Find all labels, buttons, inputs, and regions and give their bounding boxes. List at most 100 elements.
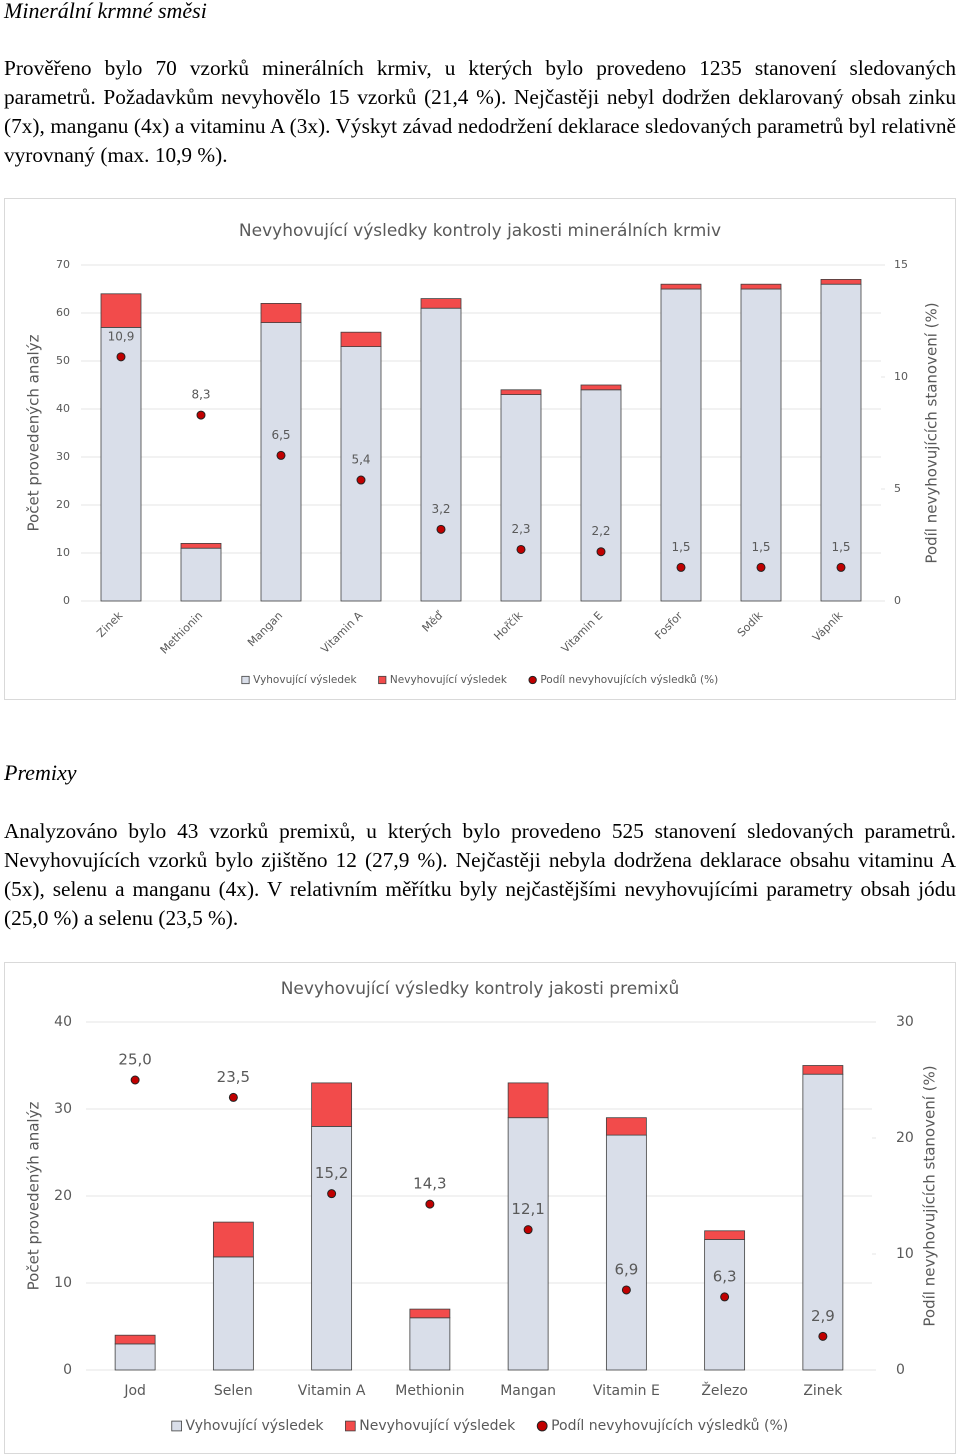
bar-segment <box>580 389 622 602</box>
bar-segment <box>114 1343 156 1371</box>
legend-swatch <box>528 675 537 685</box>
legend-swatch <box>536 1420 548 1432</box>
x-tick-label: Mangan <box>500 1383 556 1399</box>
bar-segment <box>740 288 782 602</box>
legend-label: Nevyhovující výsledek <box>390 674 508 686</box>
x-tick-label: Methionin <box>395 1383 464 1399</box>
y2-tick-label: 10 <box>896 1246 914 1262</box>
y-tick-label: 40 <box>54 1014 72 1030</box>
data-label: 6,9 <box>614 1260 638 1278</box>
bar-segment <box>820 283 862 602</box>
bar-segment <box>311 1125 353 1371</box>
y2-tick-label: 0 <box>894 594 901 607</box>
data-label: 10,9 <box>108 329 135 343</box>
chart-title: Nevyhovující výsledky kontroly jakosti p… <box>281 979 680 999</box>
y-tick-label: 20 <box>56 498 70 511</box>
data-point <box>720 1292 730 1302</box>
bar-segment <box>409 1308 451 1319</box>
bar-segment <box>660 288 702 602</box>
y-tick-label: 60 <box>56 306 70 319</box>
y2-axis-title: Podíl nevyhovujících stanovení (%) <box>921 1065 939 1326</box>
data-label: 1,5 <box>751 540 770 554</box>
chart-frame <box>4 962 956 1454</box>
bar-segment <box>340 346 382 602</box>
legend-label: Vyhovující výsledek <box>253 674 357 686</box>
bar-segment <box>605 1134 647 1371</box>
legend-swatch <box>345 1420 356 1432</box>
y2-tick-label: 10 <box>894 370 908 383</box>
y-tick-label: 10 <box>56 546 70 559</box>
x-tick-label: Vitamin E <box>593 1383 660 1399</box>
bar-segment <box>180 547 222 602</box>
bar-segment <box>212 1221 254 1258</box>
y-tick-label: 10 <box>54 1275 72 1291</box>
y-tick-label: 50 <box>56 354 70 367</box>
data-label: 5,4 <box>351 453 370 467</box>
y-tick-label: 0 <box>63 1362 72 1378</box>
data-label: 2,2 <box>591 524 610 538</box>
chart-title: Nevyhovující výsledky kontroly jakosti m… <box>239 221 721 241</box>
bar-segment <box>114 1334 156 1345</box>
data-point <box>756 562 766 572</box>
y2-tick-label: 0 <box>896 1362 905 1378</box>
data-point <box>327 1189 337 1199</box>
chart-frame <box>4 198 956 700</box>
bar-segment <box>212 1256 254 1371</box>
data-point <box>676 562 686 572</box>
bar-segment <box>260 322 302 602</box>
y-tick-label: 30 <box>56 450 70 463</box>
bar-segment <box>409 1317 451 1371</box>
data-label: 14,3 <box>413 1175 446 1193</box>
data-point <box>436 524 446 534</box>
data-label: 6,3 <box>713 1267 737 1285</box>
bar-segment <box>420 298 462 309</box>
bar-segment <box>500 394 542 602</box>
data-label: 25,0 <box>118 1051 151 1069</box>
x-tick-label: Vitamin A <box>298 1383 366 1399</box>
paragraph: Prověřeno bylo 70 vzorků minerálních krm… <box>4 56 956 167</box>
data-point <box>523 1225 533 1235</box>
y2-tick-label: 5 <box>894 482 901 495</box>
chart: Nevyhovující výsledky kontroly jakosti m… <box>4 198 956 700</box>
bar-segment <box>704 1230 746 1240</box>
section-heading: Premixy <box>4 760 77 785</box>
data-point <box>596 547 606 557</box>
x-tick-label: Selen <box>214 1383 253 1399</box>
bar-segment <box>420 307 462 602</box>
data-point <box>425 1199 435 1209</box>
bar-segment <box>802 1073 844 1371</box>
y-tick-label: 70 <box>56 258 70 271</box>
x-tick-label: Zinek <box>803 1383 843 1399</box>
data-point <box>130 1075 140 1085</box>
data-label: 2,9 <box>811 1307 835 1325</box>
data-label: 6,5 <box>271 428 290 442</box>
paragraph: Analyzováno bylo 43 vzorků premixů, u kt… <box>4 819 956 930</box>
data-label: 3,2 <box>431 502 450 516</box>
data-point <box>818 1331 828 1341</box>
bar-segment <box>311 1082 353 1127</box>
x-tick-label: Jod <box>123 1383 146 1399</box>
data-label: 2,3 <box>511 522 530 536</box>
bar-segment <box>580 384 622 391</box>
legend: Vyhovující výsledek Nevyhovující výsledek… <box>171 1418 788 1434</box>
legend-swatch <box>378 675 387 685</box>
bar-segment <box>507 1082 549 1119</box>
y-tick-label: 20 <box>54 1188 72 1204</box>
bar-segment <box>660 283 702 290</box>
data-point <box>516 544 526 554</box>
data-point <box>116 352 126 362</box>
data-label: 1,5 <box>671 540 690 554</box>
legend-swatch <box>241 675 250 685</box>
legend-label: Vyhovující výsledek <box>186 1418 325 1434</box>
legend-swatch <box>171 1420 182 1432</box>
bar-segment <box>704 1239 746 1371</box>
y2-axis-title: Podíl nevyhovujících stanovení (%) <box>923 302 941 563</box>
x-tick-label: Železo <box>701 1381 748 1399</box>
legend-label: Nevyhovující výsledek <box>359 1418 516 1434</box>
y-axis-title: Počet provedenýh analýz <box>25 1102 43 1291</box>
data-point <box>836 562 846 572</box>
data-label: 1,5 <box>831 540 850 554</box>
bar-segment <box>260 303 302 324</box>
data-label: 8,3 <box>191 388 210 402</box>
